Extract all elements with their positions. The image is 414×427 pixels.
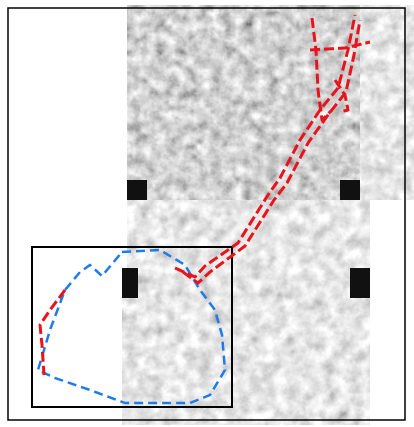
photo-tile bbox=[127, 195, 370, 273]
photo-corner bbox=[122, 268, 138, 298]
track bbox=[38, 289, 67, 376]
photo-mosaic bbox=[122, 5, 414, 425]
photo-corner bbox=[350, 268, 370, 298]
photo-corner bbox=[127, 180, 147, 200]
photo-tile bbox=[350, 5, 414, 200]
survey-area bbox=[36, 248, 227, 405]
track bbox=[309, 40, 371, 52]
photo-corner bbox=[340, 180, 360, 200]
inset-box bbox=[31, 246, 233, 408]
track bbox=[174, 14, 357, 279]
tracks bbox=[38, 14, 371, 376]
track bbox=[333, 79, 350, 114]
map-frame bbox=[7, 7, 406, 421]
track bbox=[310, 17, 334, 122]
track bbox=[182, 19, 362, 285]
photo-tile bbox=[122, 268, 370, 425]
